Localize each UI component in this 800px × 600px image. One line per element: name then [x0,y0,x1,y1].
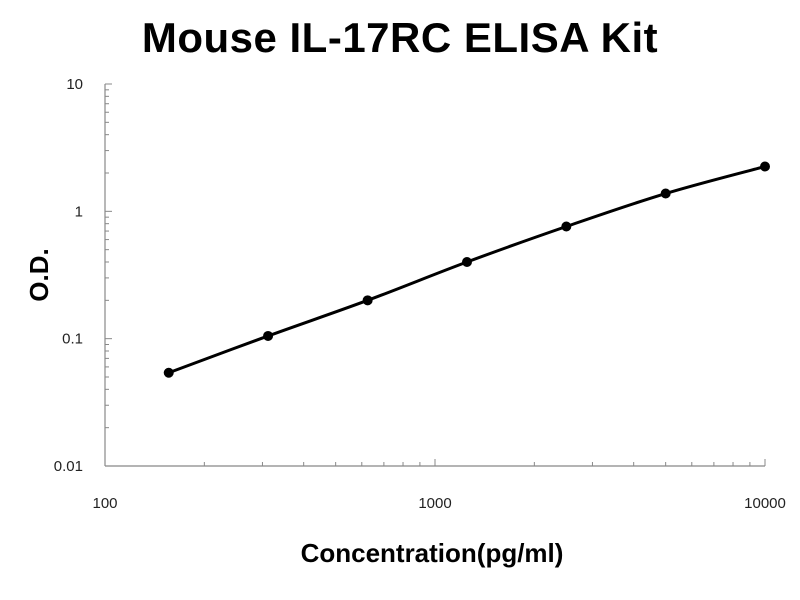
ticks: 0.01 0.1 1 10 100 1000 10000 [54,76,786,512]
data-point [461,257,472,268]
data-point [561,221,572,232]
x-tick-label: 100 [92,495,117,512]
series-line [167,164,767,375]
x-tick-label: 10000 [744,495,786,512]
data-point [660,188,671,199]
series [163,161,770,378]
y-tick-label: 0.01 [54,458,83,475]
data-point [163,367,174,378]
data-point [263,330,274,341]
x-axis-title: Concentration(pg/ml) [301,538,564,568]
data-point [760,161,770,172]
chart-title: Mouse IL-17RC ELISA Kit [141,14,659,61]
y-tick-label: 10 [66,76,83,93]
y-axis-title: O.D. [24,248,54,301]
data-point [362,295,373,306]
y-tick-label: 1 [75,203,83,220]
y-tick-label: 0.1 [62,331,83,348]
x-tick-label: 1000 [418,495,451,512]
